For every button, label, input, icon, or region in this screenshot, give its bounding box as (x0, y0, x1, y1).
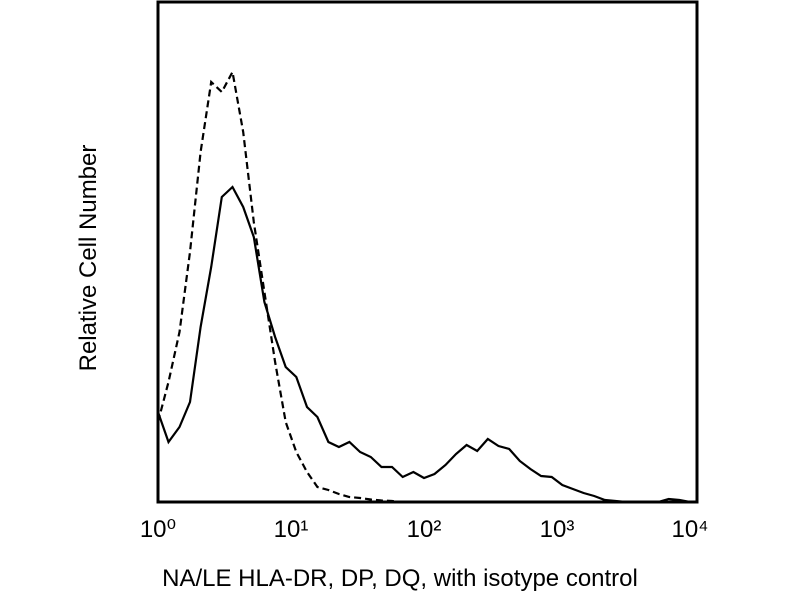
x-tick-label: 10² (407, 516, 442, 543)
x-tick-label: 10³ (540, 516, 575, 543)
x-axis-label: NA/LE HLA-DR, DP, DQ, with isotype contr… (162, 565, 638, 592)
x-tick-label: 10⁰ (140, 516, 176, 543)
x-tick-label: 10¹ (274, 516, 309, 543)
plot-frame (156, 0, 699, 504)
y-axis-label: Relative Cell Number (75, 145, 102, 372)
histogram-line (156, 68, 414, 504)
histogram-line (156, 185, 691, 504)
x-tick-label: 10⁴ (671, 516, 708, 543)
